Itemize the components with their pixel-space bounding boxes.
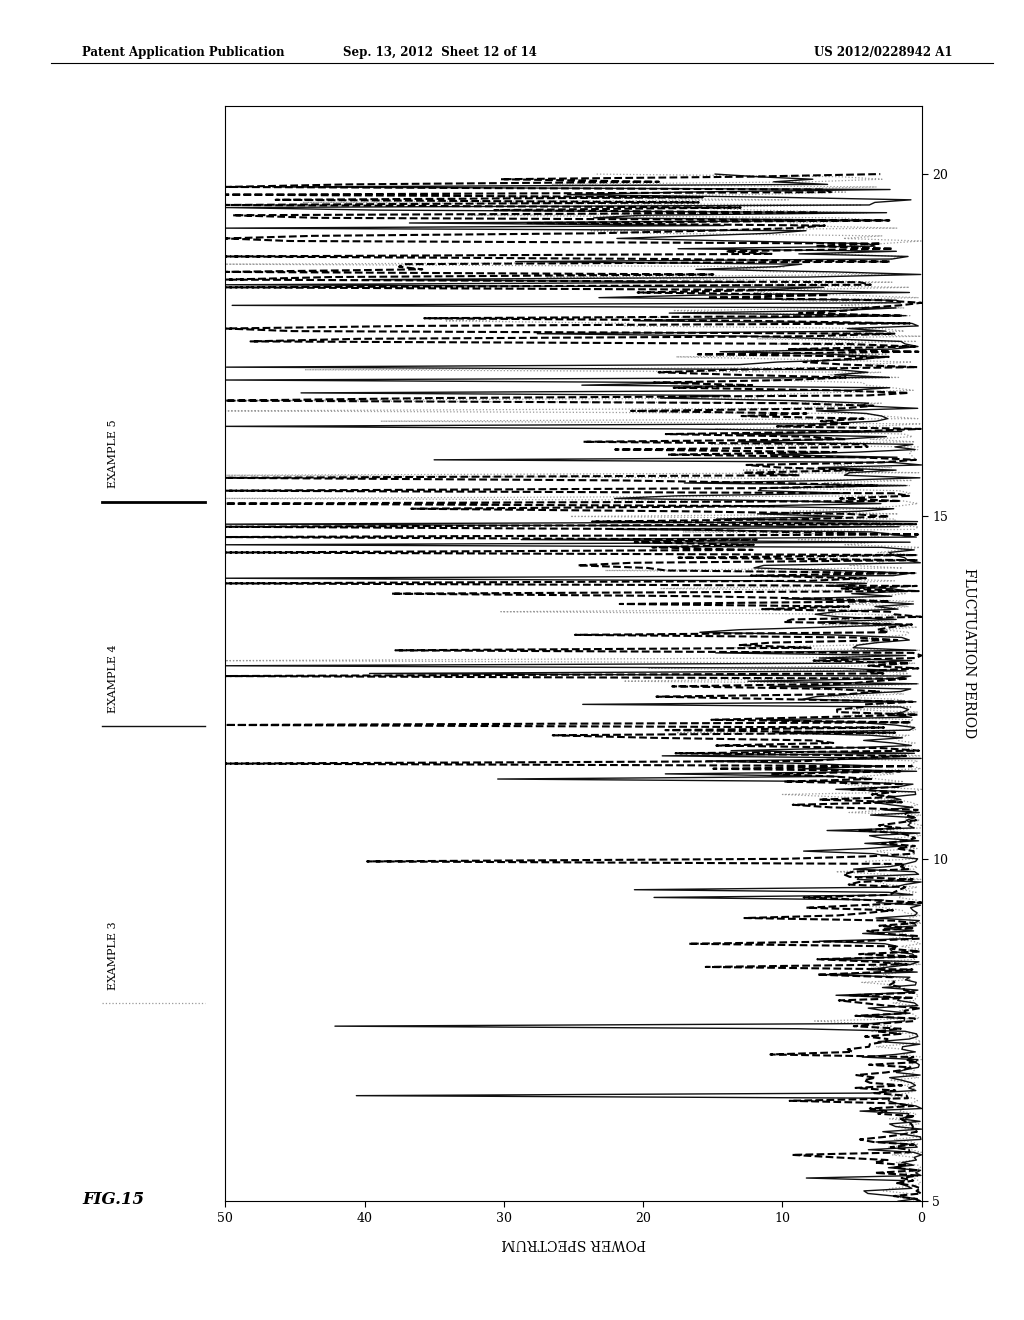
Text: EXAMPLE 5: EXAMPLE 5 bbox=[108, 420, 118, 488]
Text: EXAMPLE 4: EXAMPLE 4 bbox=[108, 644, 118, 713]
Y-axis label: FLUCTUATION PERIOD: FLUCTUATION PERIOD bbox=[962, 569, 976, 738]
Text: US 2012/0228942 A1: US 2012/0228942 A1 bbox=[814, 46, 952, 59]
Text: EXAMPLE 3: EXAMPLE 3 bbox=[108, 921, 118, 990]
X-axis label: POWER SPECTRUM: POWER SPECTRUM bbox=[501, 1236, 646, 1250]
Text: FIG.15: FIG.15 bbox=[82, 1191, 144, 1208]
Text: Patent Application Publication: Patent Application Publication bbox=[82, 46, 285, 59]
Text: Sep. 13, 2012  Sheet 12 of 14: Sep. 13, 2012 Sheet 12 of 14 bbox=[343, 46, 538, 59]
